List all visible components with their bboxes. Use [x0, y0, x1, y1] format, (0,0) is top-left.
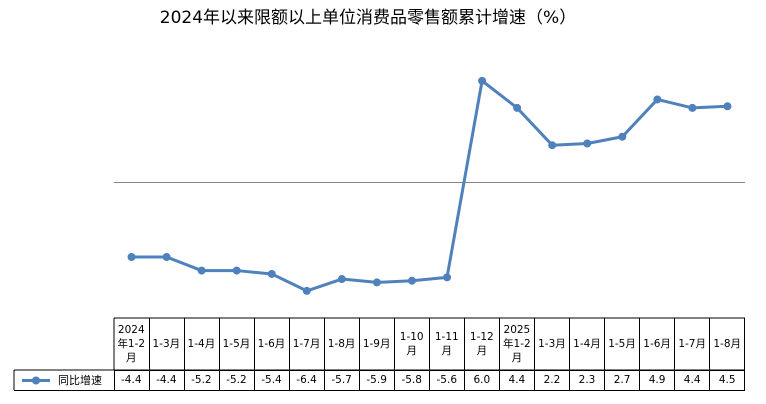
category-cell: 1-7月 [289, 318, 325, 371]
category-cell: 1-10月 [394, 318, 430, 371]
point [548, 141, 557, 150]
point [197, 266, 206, 275]
category-cell: 1-4月 [184, 318, 220, 371]
category-cell: 1-11月 [429, 318, 466, 371]
point [302, 286, 311, 295]
category-cell: 1-6月 [639, 318, 676, 371]
value-cell: 4.4 [499, 370, 536, 391]
point [372, 278, 381, 287]
value-cell: 4.9 [639, 370, 676, 391]
chart-title: 2024年以来限额以上单位消费品零售额累计增速（%） [160, 8, 576, 28]
value-cell: -5.4 [254, 370, 290, 391]
category-cell: 1-5月 [219, 318, 255, 371]
category-cell: 1-5月 [604, 318, 641, 371]
category-cell: 1-3月 [534, 318, 571, 371]
legend-marker [32, 376, 40, 385]
point [162, 253, 171, 262]
legend-cell [14, 370, 115, 391]
value-cell: -6.4 [289, 370, 325, 391]
point [232, 266, 241, 275]
value-cell: -5.9 [359, 370, 395, 391]
value-cell: -5.6 [429, 370, 466, 391]
series-line [131, 79, 728, 293]
value-cell: 4.5 [709, 370, 746, 391]
value-cell: 4.4 [674, 370, 711, 391]
legend-label: 同比增速 [58, 373, 102, 387]
value-cell: -5.7 [324, 370, 360, 391]
value-cell: -4.4 [114, 370, 150, 391]
category-cell: 1-8月 [324, 318, 360, 371]
point [723, 102, 732, 111]
value-cell: 2.7 [604, 370, 641, 391]
point [583, 139, 592, 148]
point [443, 273, 452, 282]
category-cell: 1-4月 [569, 318, 606, 371]
point [688, 103, 697, 112]
category-cell: 1-3月 [149, 318, 185, 371]
point [337, 275, 346, 284]
value-cell: -4.4 [149, 370, 185, 391]
category-cell: 2024年1-2月 [114, 318, 150, 371]
point [478, 76, 487, 85]
value-cell: 2.2 [534, 370, 571, 391]
category-cell: 1-12月 [464, 318, 501, 371]
value-cell: -5.2 [219, 370, 255, 391]
point [267, 269, 276, 278]
category-cell: 1-7月 [674, 318, 711, 371]
category-cell: 2025年1-2月 [499, 318, 536, 371]
point [653, 95, 662, 104]
category-cell: 1-8月 [709, 318, 746, 371]
point [513, 103, 522, 112]
category-cell: 1-9月 [359, 318, 395, 371]
point [618, 132, 627, 141]
point [127, 253, 136, 262]
value-cell: -5.8 [394, 370, 430, 391]
category-cell: 1-6月 [254, 318, 290, 371]
value-cell: 2.3 [569, 370, 606, 391]
value-cell: 6.0 [464, 370, 501, 391]
value-cell: -5.2 [184, 370, 220, 391]
point [407, 276, 416, 285]
